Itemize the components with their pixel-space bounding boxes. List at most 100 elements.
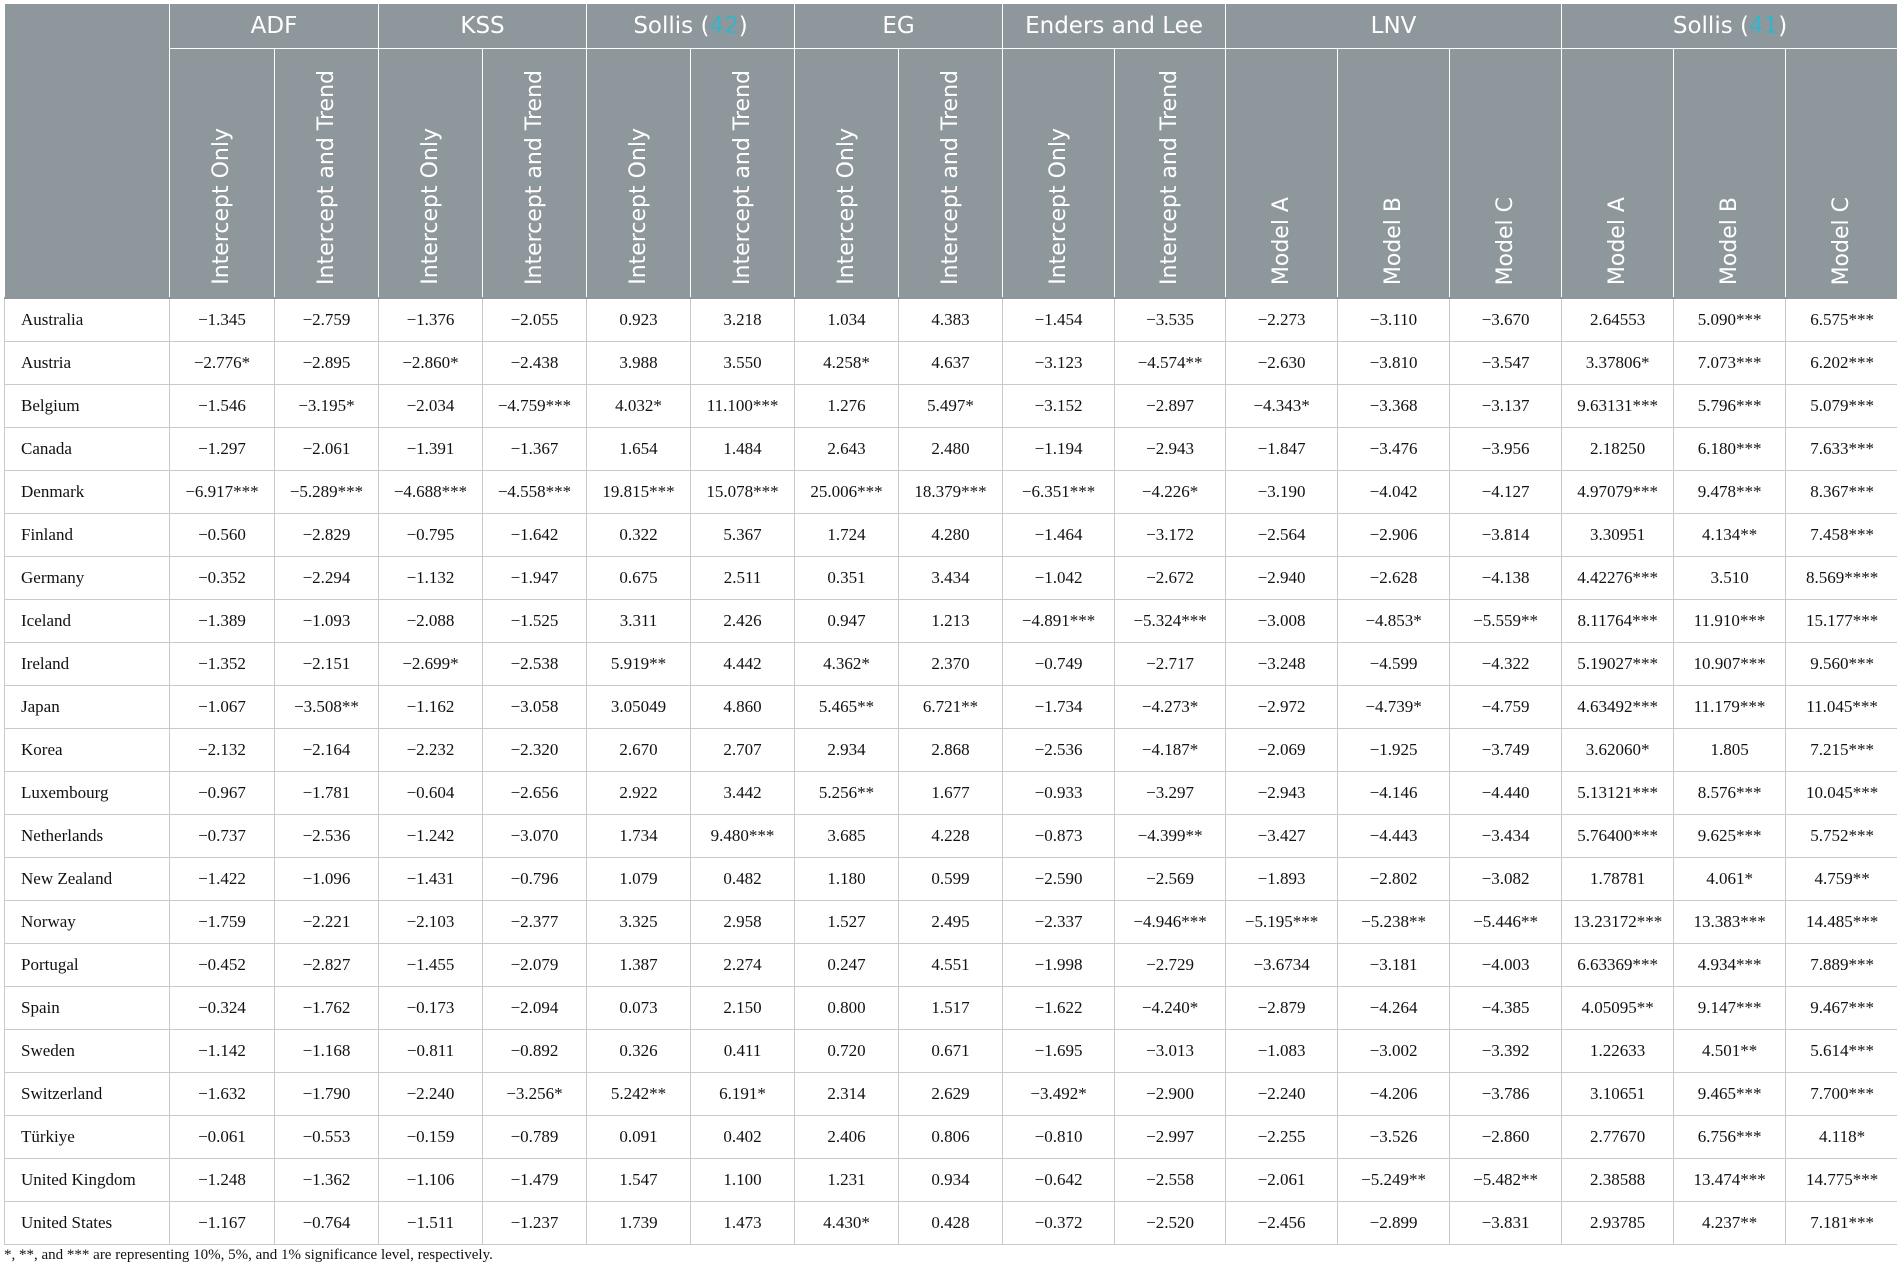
value-cell: −3.172 bbox=[1114, 513, 1227, 557]
value-cell: 18.379*** bbox=[898, 470, 1004, 514]
value-cell: −6.351*** bbox=[1002, 470, 1116, 514]
table-row: Luxembourg −0.967 −1.781 −0.604 −2.656 2.922 3… bbox=[4, 771, 1897, 815]
value-cell: 3.311 bbox=[586, 599, 692, 643]
value-cell: −3.535 bbox=[1114, 297, 1227, 342]
value-cell: 1.517 bbox=[898, 986, 1004, 1030]
value-cell: −2.759 bbox=[274, 297, 379, 342]
value-cell: −1.546 bbox=[169, 384, 275, 428]
column-header-label: Intercept Only bbox=[625, 128, 651, 285]
value-cell: −4.127 bbox=[1449, 470, 1563, 514]
value-cell: −2.628 bbox=[1337, 556, 1451, 600]
value-cell: 4.118* bbox=[1785, 1115, 1897, 1159]
value-cell: 5.19027*** bbox=[1561, 642, 1675, 686]
value-cell: −1.454 bbox=[1002, 297, 1116, 342]
value-cell: −1.106 bbox=[378, 1158, 483, 1202]
value-cell: −4.440 bbox=[1449, 771, 1563, 815]
country-cell: United States bbox=[4, 1201, 170, 1245]
value-cell: 9.560*** bbox=[1785, 642, 1897, 686]
value-cell: −4.146 bbox=[1337, 771, 1451, 815]
value-cell: 1.78781 bbox=[1561, 857, 1675, 901]
reference-link[interactable]: 42 bbox=[709, 13, 739, 39]
value-cell: −3.392 bbox=[1449, 1029, 1563, 1073]
column-header: Intercept and Trend bbox=[274, 48, 379, 298]
value-cell: −1.389 bbox=[169, 599, 275, 643]
value-cell: −3.137 bbox=[1449, 384, 1563, 428]
value-cell: −2.320 bbox=[481, 728, 588, 772]
value-cell: −4.273* bbox=[1114, 685, 1227, 729]
column-header: Intercept Only bbox=[378, 48, 483, 298]
value-cell: −0.811 bbox=[378, 1029, 483, 1073]
value-cell: −3.181 bbox=[1337, 943, 1451, 987]
country-cell: Canada bbox=[4, 427, 170, 471]
value-cell: 2.18250 bbox=[1561, 427, 1675, 471]
value-cell: −4.891*** bbox=[1002, 599, 1116, 643]
value-cell: 5.752*** bbox=[1785, 814, 1897, 858]
value-cell: 1.387 bbox=[586, 943, 692, 987]
value-cell: 7.889*** bbox=[1785, 943, 1897, 987]
value-cell: −2.294 bbox=[274, 556, 379, 600]
value-cell: 11.179*** bbox=[1673, 685, 1787, 729]
column-header-label: Model A bbox=[1604, 196, 1630, 285]
column-header: Intercept Only bbox=[169, 48, 275, 298]
value-cell: 3.685 bbox=[794, 814, 900, 858]
value-cell: 6.721** bbox=[898, 685, 1004, 729]
value-cell: −1.422 bbox=[169, 857, 275, 901]
value-cell: 19.815*** bbox=[586, 470, 692, 514]
value-cell: −2.879 bbox=[1225, 986, 1339, 1030]
value-cell: −1.042 bbox=[1002, 556, 1116, 600]
table-row: Australia −1.345 −2.759 −1.376 −2.055 0.923 3.… bbox=[4, 297, 1897, 342]
value-cell: −3.749 bbox=[1449, 728, 1563, 772]
value-cell: −2.221 bbox=[274, 900, 379, 944]
value-cell: 0.351 bbox=[794, 556, 900, 600]
value-cell: 3.62060* bbox=[1561, 728, 1675, 772]
value-cell: −3.190 bbox=[1225, 470, 1339, 514]
value-cell: −1.194 bbox=[1002, 427, 1116, 471]
column-header-label: Intercept Only bbox=[833, 128, 859, 285]
value-cell: 1.079 bbox=[586, 857, 692, 901]
table-row: Korea −2.132 −2.164 −2.232 −2.320 2.670 2.707 2… bbox=[4, 728, 1897, 772]
value-cell: 2.406 bbox=[794, 1115, 900, 1159]
value-cell: −1.083 bbox=[1225, 1029, 1339, 1073]
value-cell: −1.132 bbox=[378, 556, 483, 600]
value-cell: 4.430* bbox=[794, 1201, 900, 1245]
column-header-label: Model C bbox=[1829, 196, 1855, 285]
value-cell: −1.790 bbox=[274, 1072, 379, 1116]
value-cell: −1.762 bbox=[274, 986, 379, 1030]
value-cell: −2.997 bbox=[1114, 1115, 1227, 1159]
value-cell: −2.520 bbox=[1114, 1201, 1227, 1245]
value-cell: 2.314 bbox=[794, 1072, 900, 1116]
value-cell: 4.032* bbox=[586, 384, 692, 428]
value-cell: 2.868 bbox=[898, 728, 1004, 772]
group-header-sollis-42: Sollis (42) bbox=[586, 4, 796, 49]
value-cell: 0.806 bbox=[898, 1115, 1004, 1159]
value-cell: 9.478*** bbox=[1673, 470, 1787, 514]
value-cell: 3.218 bbox=[690, 297, 796, 342]
table-row: Switzerland −1.632 −1.790 −2.240 −3.256* 5.24… bbox=[4, 1072, 1897, 1116]
value-cell: 2.64553 bbox=[1561, 297, 1675, 342]
value-cell: −1.367 bbox=[481, 427, 588, 471]
table-row: Belgium −1.546 −3.195* −2.034 −4.759*** 4.032… bbox=[4, 384, 1897, 428]
value-cell: −5.238** bbox=[1337, 900, 1451, 944]
corner-cell bbox=[4, 4, 170, 298]
value-cell: −3.526 bbox=[1337, 1115, 1451, 1159]
value-cell: 5.090*** bbox=[1673, 297, 1787, 342]
value-cell: 3.434 bbox=[898, 556, 1004, 600]
table-row: Ireland −1.352 −2.151 −2.699* −2.538 5.919** 4… bbox=[4, 642, 1897, 686]
value-cell: 4.383 bbox=[898, 297, 1004, 342]
value-cell: −0.795 bbox=[378, 513, 483, 557]
value-cell: −2.273 bbox=[1225, 297, 1339, 342]
value-cell: −2.034 bbox=[378, 384, 483, 428]
column-header: Model A bbox=[1225, 48, 1339, 298]
value-cell: 2.495 bbox=[898, 900, 1004, 944]
reference-link[interactable]: 41 bbox=[1748, 13, 1779, 39]
value-cell: −2.055 bbox=[481, 297, 588, 342]
value-cell: −2.079 bbox=[481, 943, 588, 987]
value-cell: −2.438 bbox=[481, 341, 588, 385]
value-cell: −2.151 bbox=[274, 642, 379, 686]
value-cell: −1.695 bbox=[1002, 1029, 1116, 1073]
value-cell: 8.11764*** bbox=[1561, 599, 1675, 643]
value-cell: −3.476 bbox=[1337, 427, 1451, 471]
value-cell: 2.643 bbox=[794, 427, 900, 471]
group-header-enders-lee: Enders and Lee bbox=[1002, 4, 1227, 49]
value-cell: 0.599 bbox=[898, 857, 1004, 901]
